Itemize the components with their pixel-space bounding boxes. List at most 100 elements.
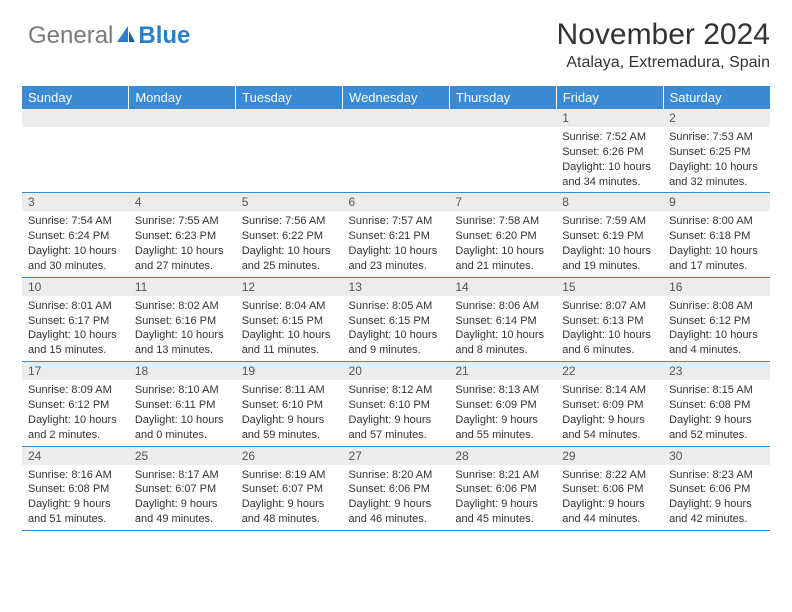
day2-text: and 32 minutes. [669, 175, 764, 190]
day2-text: and 19 minutes. [562, 259, 657, 274]
sunset-text: Sunset: 6:07 PM [242, 482, 337, 497]
day-content-row: Sunrise: 8:09 AMSunset: 6:12 PMDaylight:… [22, 380, 770, 446]
day1-text: Daylight: 10 hours [349, 244, 444, 259]
day-number-cell: 13 [343, 277, 450, 296]
day-content-cell: Sunrise: 7:54 AMSunset: 6:24 PMDaylight:… [22, 211, 129, 277]
day-number-cell: 29 [556, 446, 663, 465]
day1-text: Daylight: 9 hours [562, 413, 657, 428]
sunrise-text: Sunrise: 8:16 AM [28, 468, 123, 483]
day-content-row: Sunrise: 7:54 AMSunset: 6:24 PMDaylight:… [22, 211, 770, 277]
day2-text: and 44 minutes. [562, 512, 657, 527]
sunrise-text: Sunrise: 8:17 AM [135, 468, 230, 483]
sunset-text: Sunset: 6:12 PM [28, 398, 123, 413]
sunrise-text: Sunrise: 8:19 AM [242, 468, 337, 483]
logo: General Blue [28, 22, 190, 50]
day2-text: and 45 minutes. [455, 512, 550, 527]
day2-text: and 52 minutes. [669, 428, 764, 443]
day1-text: Daylight: 10 hours [242, 244, 337, 259]
day-content-cell: Sunrise: 7:57 AMSunset: 6:21 PMDaylight:… [343, 211, 450, 277]
day1-text: Daylight: 10 hours [562, 328, 657, 343]
day1-text: Daylight: 10 hours [455, 244, 550, 259]
sunrise-text: Sunrise: 8:14 AM [562, 383, 657, 398]
sunset-text: Sunset: 6:14 PM [455, 314, 550, 329]
day-content-row: Sunrise: 8:16 AMSunset: 6:08 PMDaylight:… [22, 465, 770, 531]
day-number-cell: 11 [129, 277, 236, 296]
day-content-cell: Sunrise: 7:58 AMSunset: 6:20 PMDaylight:… [449, 211, 556, 277]
sunset-text: Sunset: 6:08 PM [28, 482, 123, 497]
day-header: Sunday [22, 86, 129, 109]
day-number-cell: 15 [556, 277, 663, 296]
sunset-text: Sunset: 6:09 PM [562, 398, 657, 413]
sunset-text: Sunset: 6:10 PM [349, 398, 444, 413]
sunrise-text: Sunrise: 7:56 AM [242, 214, 337, 229]
sunrise-text: Sunrise: 8:06 AM [455, 299, 550, 314]
sunrise-text: Sunrise: 8:00 AM [669, 214, 764, 229]
day2-text: and 4 minutes. [669, 343, 764, 358]
day-number-cell: 20 [343, 362, 450, 381]
sunset-text: Sunset: 6:08 PM [669, 398, 764, 413]
day-content-cell: Sunrise: 8:07 AMSunset: 6:13 PMDaylight:… [556, 296, 663, 362]
sunrise-text: Sunrise: 7:54 AM [28, 214, 123, 229]
sunrise-text: Sunrise: 8:10 AM [135, 383, 230, 398]
day-content-cell: Sunrise: 7:55 AMSunset: 6:23 PMDaylight:… [129, 211, 236, 277]
day-content-cell: Sunrise: 8:21 AMSunset: 6:06 PMDaylight:… [449, 465, 556, 531]
day-content-cell [449, 127, 556, 193]
day1-text: Daylight: 10 hours [669, 160, 764, 175]
day-content-cell: Sunrise: 8:04 AMSunset: 6:15 PMDaylight:… [236, 296, 343, 362]
day2-text: and 15 minutes. [28, 343, 123, 358]
day-header: Saturday [663, 86, 770, 109]
day-content-cell: Sunrise: 8:16 AMSunset: 6:08 PMDaylight:… [22, 465, 129, 531]
day-header-row: Sunday Monday Tuesday Wednesday Thursday… [22, 86, 770, 109]
day1-text: Daylight: 10 hours [28, 244, 123, 259]
day1-text: Daylight: 10 hours [562, 160, 657, 175]
sunrise-text: Sunrise: 8:11 AM [242, 383, 337, 398]
day-content-cell: Sunrise: 8:13 AMSunset: 6:09 PMDaylight:… [449, 380, 556, 446]
sunset-text: Sunset: 6:26 PM [562, 145, 657, 160]
day-number-cell: 28 [449, 446, 556, 465]
day1-text: Daylight: 10 hours [135, 413, 230, 428]
day-number-cell: 8 [556, 193, 663, 212]
day-header: Friday [556, 86, 663, 109]
day2-text: and 30 minutes. [28, 259, 123, 274]
day2-text: and 46 minutes. [349, 512, 444, 527]
day-number-cell: 6 [343, 193, 450, 212]
sunset-text: Sunset: 6:21 PM [349, 229, 444, 244]
day-content-cell [129, 127, 236, 193]
day1-text: Daylight: 9 hours [28, 497, 123, 512]
day2-text: and 17 minutes. [669, 259, 764, 274]
sunrise-text: Sunrise: 7:57 AM [349, 214, 444, 229]
sunset-text: Sunset: 6:06 PM [349, 482, 444, 497]
day-number-cell: 2 [663, 109, 770, 127]
day-number-cell: 24 [22, 446, 129, 465]
day1-text: Daylight: 10 hours [28, 413, 123, 428]
sunrise-text: Sunrise: 8:04 AM [242, 299, 337, 314]
day-number-cell [449, 109, 556, 127]
day1-text: Daylight: 9 hours [455, 413, 550, 428]
day1-text: Daylight: 10 hours [242, 328, 337, 343]
location-text: Atalaya, Extremadura, Spain [22, 54, 770, 72]
sunrise-text: Sunrise: 7:59 AM [562, 214, 657, 229]
sunset-text: Sunset: 6:19 PM [562, 229, 657, 244]
day-content-cell: Sunrise: 8:19 AMSunset: 6:07 PMDaylight:… [236, 465, 343, 531]
sunset-text: Sunset: 6:15 PM [242, 314, 337, 329]
day-content-cell [22, 127, 129, 193]
day-content-cell: Sunrise: 7:59 AMSunset: 6:19 PMDaylight:… [556, 211, 663, 277]
logo-blue-text: Blue [138, 22, 190, 50]
day1-text: Daylight: 9 hours [349, 413, 444, 428]
sunrise-text: Sunrise: 8:08 AM [669, 299, 764, 314]
sunset-text: Sunset: 6:09 PM [455, 398, 550, 413]
day2-text: and 9 minutes. [349, 343, 444, 358]
day-number-row: 3456789 [22, 193, 770, 212]
day1-text: Daylight: 9 hours [669, 413, 764, 428]
day2-text: and 11 minutes. [242, 343, 337, 358]
day-content-cell: Sunrise: 8:02 AMSunset: 6:16 PMDaylight:… [129, 296, 236, 362]
day-number-cell: 10 [22, 277, 129, 296]
day-content-cell: Sunrise: 8:06 AMSunset: 6:14 PMDaylight:… [449, 296, 556, 362]
day1-text: Daylight: 10 hours [135, 244, 230, 259]
day-number-cell [22, 109, 129, 127]
sunrise-text: Sunrise: 7:52 AM [562, 130, 657, 145]
day-content-cell: Sunrise: 8:08 AMSunset: 6:12 PMDaylight:… [663, 296, 770, 362]
sunrise-text: Sunrise: 8:02 AM [135, 299, 230, 314]
day1-text: Daylight: 9 hours [242, 413, 337, 428]
sunrise-text: Sunrise: 8:05 AM [349, 299, 444, 314]
